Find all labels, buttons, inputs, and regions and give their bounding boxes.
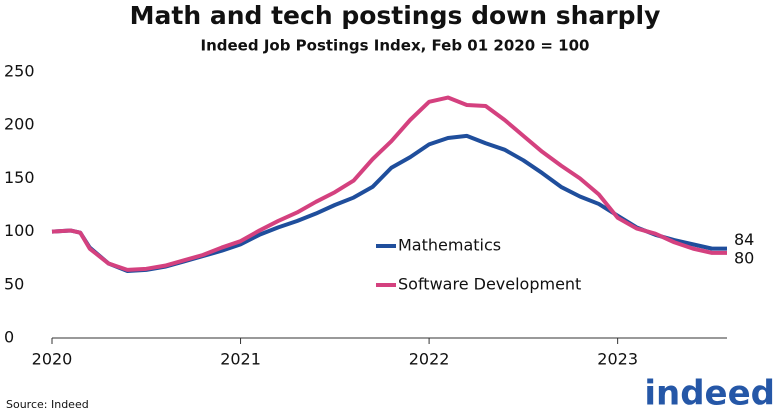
y-tick-label: 150 xyxy=(4,168,35,187)
x-tick-label: 2020 xyxy=(32,350,73,369)
line xyxy=(51,95,727,272)
source: Source: Indeed xyxy=(6,398,89,411)
chart-title: Math and tech postings down sharply xyxy=(130,1,661,30)
end-label: 84 xyxy=(734,230,754,249)
y-tick-label: 250 xyxy=(4,62,35,81)
y-tick-label: 50 xyxy=(4,274,24,293)
x-tick-label: 2023 xyxy=(597,350,638,369)
x-tick-label: 2022 xyxy=(409,350,450,369)
chart-subtitle: Indeed Job Postings Index, Feb 01 2020 =… xyxy=(201,37,590,55)
line xyxy=(51,133,727,273)
end-label: 80 xyxy=(734,248,754,267)
y-tick-label: 100 xyxy=(4,221,35,240)
legend-label: Software Development xyxy=(398,275,581,294)
logo: indeed xyxy=(644,374,775,414)
y-tick-label: 0 xyxy=(4,328,14,347)
y-tick-label: 200 xyxy=(4,115,35,134)
x-tick-label: 2021 xyxy=(220,350,261,369)
legend-label: Mathematics xyxy=(398,236,501,255)
